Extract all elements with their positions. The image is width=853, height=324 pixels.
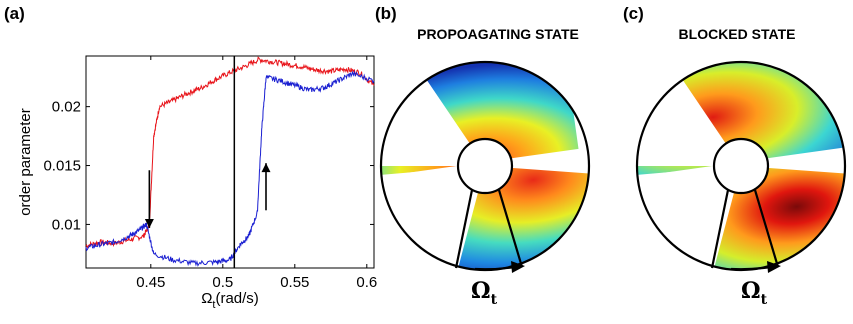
- panel-c-title: BLOCKED STATE: [679, 26, 796, 42]
- plot-frame: [85, 55, 375, 269]
- y-tick-label: 0.02: [52, 99, 81, 116]
- y-axis-label: order parameter: [17, 108, 34, 216]
- inner-ring: [456, 137, 514, 195]
- sector-line-right: [497, 189, 524, 268]
- omega-symbol-c: Ω: [741, 278, 761, 304]
- omega-t-label-c: Ωt: [741, 278, 768, 308]
- x-tick-label: 0.45: [136, 274, 165, 291]
- panel-a-label: (a): [4, 4, 25, 23]
- x-tick-layer: 0.45 0.5 0.55 0.6: [136, 56, 377, 291]
- series-line-1: [85, 56, 375, 249]
- sector-line-left-c: [710, 189, 730, 269]
- panel-b-title: PROPOAGATING STATE: [417, 26, 579, 42]
- heatmap-gap-right-c: [741, 150, 845, 175]
- x-axis-label-unit: (rad/s): [215, 290, 258, 307]
- panel-b-label: (b): [375, 4, 397, 23]
- omega-subscript-c: t: [761, 292, 768, 308]
- y-tick-label: 0.015: [43, 158, 81, 175]
- omega-symbol-b: Ω: [471, 278, 491, 304]
- blocked-state-heatmap: Ωt: [635, 60, 847, 308]
- arrow-layer: [144, 163, 271, 228]
- x-axis-label: Ωt(rad/s): [201, 290, 259, 311]
- omega-t-label-b: Ωt: [471, 278, 498, 308]
- arrow-up-head: [261, 163, 271, 173]
- x-tick-label: 0.5: [212, 274, 233, 291]
- series-line-2: [85, 70, 375, 267]
- heatmap-gap-right: [485, 150, 589, 175]
- omega-subscript-b: t: [491, 292, 498, 308]
- rotation-arrowhead-c: [767, 261, 781, 273]
- rotation-arrowhead: [511, 261, 525, 273]
- arrow-down-head: [144, 218, 154, 228]
- propagating-state-heatmap: Ωt: [379, 60, 591, 308]
- x-tick-label: 0.6: [356, 274, 377, 291]
- x-tick-label: 0.55: [280, 274, 309, 291]
- y-tick-layer: 0.01 0.015 0.02: [43, 99, 374, 233]
- inner-ring-c: [712, 137, 770, 195]
- x-axis-label-main: Ω: [201, 290, 212, 307]
- order-parameter-chart: 0.45 0.5 0.55 0.6 0.01 0.015 0.02 order param…: [17, 55, 377, 311]
- panel-c-label: (c): [623, 4, 644, 23]
- x-axis-label-sub: t: [212, 299, 215, 311]
- sector-line-right-c: [753, 189, 780, 268]
- sector-line-left: [454, 189, 474, 269]
- series-layer: [85, 56, 375, 267]
- y-tick-label: 0.01: [52, 216, 81, 233]
